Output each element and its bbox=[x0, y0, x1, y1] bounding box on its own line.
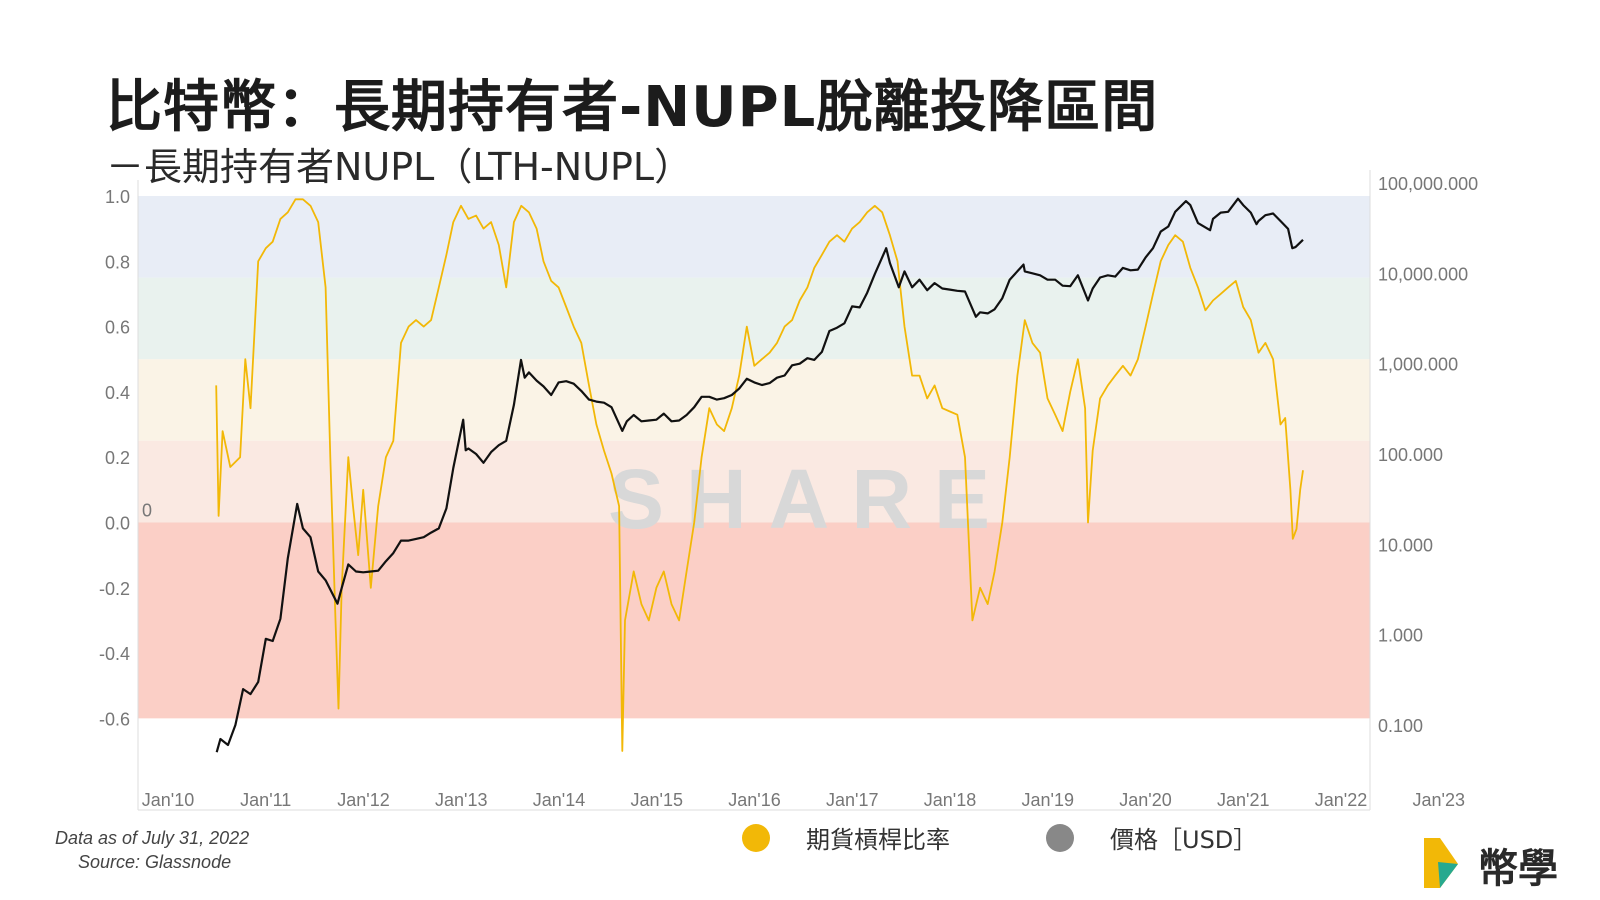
x-tick-label: Jan'16 bbox=[728, 790, 780, 810]
band-2 bbox=[138, 359, 1370, 441]
y-left-tick-label: -0.4 bbox=[99, 644, 130, 664]
band-3 bbox=[138, 440, 1370, 523]
legend-item-nupl: 期貨槓桿比率 bbox=[742, 820, 950, 855]
brand-name: 幣學 bbox=[1478, 846, 1558, 892]
x-tick-label: Jan'13 bbox=[435, 790, 487, 810]
y-left-tick-label: 0.6 bbox=[105, 318, 130, 338]
y-right-tick-label: 1.000 bbox=[1378, 626, 1423, 646]
x-tick-label: Jan'21 bbox=[1217, 790, 1269, 810]
x-tick-label: Jan'22 bbox=[1315, 790, 1367, 810]
x-tick-label: Jan'15 bbox=[631, 790, 683, 810]
brand-logo-icon bbox=[1424, 838, 1458, 888]
legend-label-nupl: 期貨槓桿比率 bbox=[806, 826, 950, 854]
y-left-tick-label: 0.4 bbox=[105, 383, 130, 403]
x-tick-label: Jan'17 bbox=[826, 790, 878, 810]
y-left-tick-label: -0.2 bbox=[99, 579, 130, 599]
x-tick-label: Jan'23 bbox=[1413, 790, 1465, 810]
y-right-tick-label: 0.100 bbox=[1378, 716, 1423, 736]
band-0 bbox=[138, 196, 1370, 278]
series-lines bbox=[215, 197, 1304, 753]
x-tick-label: Jan'12 bbox=[337, 790, 389, 810]
chart-subtitle: －長期持有者NUPL（LTH-NUPL） bbox=[106, 145, 693, 189]
watermark-text: SHARE bbox=[608, 452, 1012, 546]
source-note: Source: Glassnode bbox=[78, 852, 232, 872]
x-tick-label: Jan'19 bbox=[1022, 790, 1074, 810]
price-series-line bbox=[215, 197, 1304, 753]
y-right-tick-label: 10.000 bbox=[1378, 535, 1433, 555]
x-tick-label: Jan'10 bbox=[142, 790, 194, 810]
x-tick-label: Jan'11 bbox=[240, 790, 291, 810]
legend-swatch-price bbox=[1046, 823, 1074, 852]
y-right-tick-label: 10,000.000 bbox=[1378, 264, 1468, 284]
nupl-series-line bbox=[215, 198, 1304, 752]
legend-item-price: 價格［USD］ bbox=[1046, 820, 1257, 855]
date-note: Data as of July 31, 2022 bbox=[55, 828, 250, 848]
axes: 1.0 0.8 0.6 0.4 0.2 0.0 -0.2 -0.4 -0.6 0 100,000.0… bbox=[99, 170, 1478, 811]
y-left-tick-label: 0.8 bbox=[105, 252, 130, 272]
legend-label-price: 價格［USD］ bbox=[1110, 826, 1258, 854]
y-left-tick-label: 0.0 bbox=[105, 513, 130, 533]
zero-label: 0 bbox=[142, 500, 152, 520]
y-left-tick-label: 1.0 bbox=[105, 187, 130, 207]
x-tick-label: Jan'18 bbox=[924, 790, 976, 810]
chart-title: 比特幣：長期持有者-NUPL脫離投降區間 bbox=[106, 75, 1159, 140]
y-left-tick-label: -0.6 bbox=[99, 709, 130, 729]
band-1 bbox=[138, 277, 1370, 360]
legend-swatch-nupl bbox=[742, 823, 770, 852]
y-left-tick-label: 0.2 bbox=[105, 448, 130, 468]
band-4 bbox=[138, 522, 1370, 719]
y-right-tick-label: 100,000.000 bbox=[1378, 174, 1478, 194]
y-right-tick-label: 1,000.000 bbox=[1378, 355, 1458, 375]
x-tick-label: Jan'14 bbox=[533, 790, 585, 810]
x-tick-label: Jan'20 bbox=[1119, 790, 1171, 810]
y-right-tick-label: 100.000 bbox=[1378, 445, 1443, 465]
